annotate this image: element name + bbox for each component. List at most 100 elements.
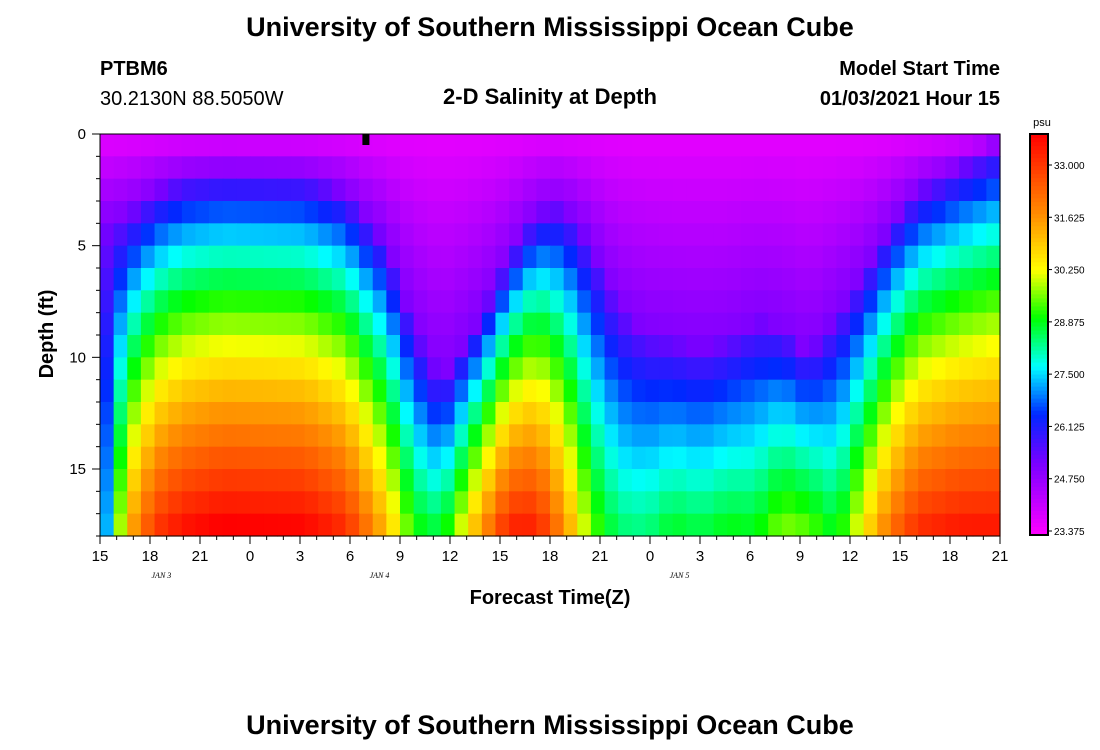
heatmap-cell [290, 223, 306, 247]
heatmap-cell [468, 446, 483, 470]
heatmap-cell [781, 469, 797, 492]
heatmap-cell [154, 402, 169, 425]
heatmap-cell [590, 201, 606, 224]
colorbar-segment [1030, 346, 1048, 352]
colorbar-segment [1030, 498, 1048, 504]
colorbar-segment [1030, 226, 1048, 231]
heatmap-cell [345, 156, 360, 180]
heatmap-cell [345, 469, 360, 492]
heatmap-cell [877, 245, 892, 269]
heatmap-cell [972, 201, 987, 224]
heatmap-cell [468, 201, 483, 224]
heatmap-cell [645, 491, 660, 515]
heatmap-cell [877, 223, 892, 247]
heatmap-cell [318, 268, 333, 291]
heatmap-cell [863, 245, 878, 269]
heatmap-cell [154, 201, 169, 224]
heatmap-cell [754, 402, 769, 425]
heatmap-cell [400, 379, 415, 403]
heatmap-cell [713, 446, 728, 470]
heatmap-cell [700, 424, 715, 448]
heatmap-cell [263, 156, 278, 180]
heatmap-cell [577, 201, 592, 224]
heatmap-cell [372, 402, 387, 425]
heatmap-cell [563, 402, 578, 425]
heatmap-cell [427, 379, 442, 403]
heatmap-cell [427, 491, 442, 515]
heatmap-cell [168, 357, 183, 381]
heatmap-cell [331, 268, 347, 291]
heatmap-cell [713, 245, 728, 269]
heatmap-cell [577, 379, 592, 403]
heatmap-cell [113, 357, 128, 381]
heatmap-cell [168, 312, 183, 336]
heatmap-cell [590, 268, 606, 291]
x-tick-label: 21 [592, 548, 609, 565]
heatmap-cell [877, 178, 892, 202]
heatmap-cell [795, 178, 810, 202]
heatmap-cell [400, 402, 415, 425]
heatmap-cell [822, 245, 837, 269]
heatmap-cell [863, 312, 878, 336]
heatmap-cell [427, 357, 442, 381]
heatmap-cell [263, 223, 278, 247]
heatmap-cell [250, 357, 265, 381]
heatmap-cell [822, 156, 837, 180]
heatmap-cell [222, 357, 237, 381]
heatmap-cell [781, 335, 797, 358]
heatmap-cell [604, 245, 619, 269]
heatmap-cell [986, 491, 1001, 515]
heatmap-cell [495, 469, 510, 492]
heatmap-cell [522, 424, 537, 448]
heatmap-cell [222, 223, 237, 247]
heatmap-cell [890, 290, 906, 314]
heatmap-cell [659, 223, 674, 247]
heatmap-cell [277, 178, 292, 202]
heatmap-cell [413, 335, 428, 358]
heatmap-cell [631, 312, 647, 336]
heatmap-cell [631, 290, 647, 314]
heatmap-cell [100, 424, 115, 448]
heatmap-cell [986, 335, 1001, 358]
heatmap-cell [713, 379, 728, 403]
footer-title: University of Southern Mississippi Ocean… [246, 710, 854, 740]
heatmap-cell [700, 513, 715, 537]
heatmap-cell [713, 223, 728, 247]
colorbar-segment [1030, 430, 1048, 436]
heatmap-cell [154, 312, 169, 336]
heatmap-cell [509, 134, 524, 157]
heatmap-cell [454, 513, 469, 537]
heatmap-cell [590, 513, 606, 537]
heatmap-cell [304, 156, 319, 180]
heatmap-cell [413, 379, 428, 403]
colorbar-segment [1030, 234, 1048, 239]
heatmap-cell [577, 335, 592, 358]
colorbar-segment [1030, 382, 1048, 388]
model-start-label: Model Start Time [839, 58, 1000, 80]
heatmap-cell [590, 223, 606, 247]
colorbar-segment [1030, 422, 1048, 428]
heatmap-cell [577, 312, 592, 336]
heatmap-cell [563, 379, 578, 403]
heatmap-cell [100, 446, 115, 470]
heatmap-cell [645, 335, 660, 358]
heatmap-cell [127, 446, 142, 470]
heatmap-cell [686, 424, 701, 448]
heatmap-cell [590, 156, 606, 180]
heatmap-cell [863, 469, 878, 492]
heatmap-cell [400, 268, 415, 291]
heatmap-cell [945, 446, 960, 470]
heatmap-cell [304, 201, 319, 224]
colorbar-segment [1030, 306, 1048, 312]
heatmap-cell [222, 178, 237, 202]
colorbar-segment [1030, 514, 1048, 520]
heatmap-cell [468, 335, 483, 358]
heatmap-cell [468, 312, 483, 336]
heatmap-cell [618, 335, 633, 358]
colorbar-segment [1030, 438, 1048, 444]
heatmap-cell [754, 268, 769, 291]
colorbar-segment [1030, 414, 1048, 420]
heatmap-cell [850, 178, 865, 202]
heatmap-cell [522, 134, 537, 157]
